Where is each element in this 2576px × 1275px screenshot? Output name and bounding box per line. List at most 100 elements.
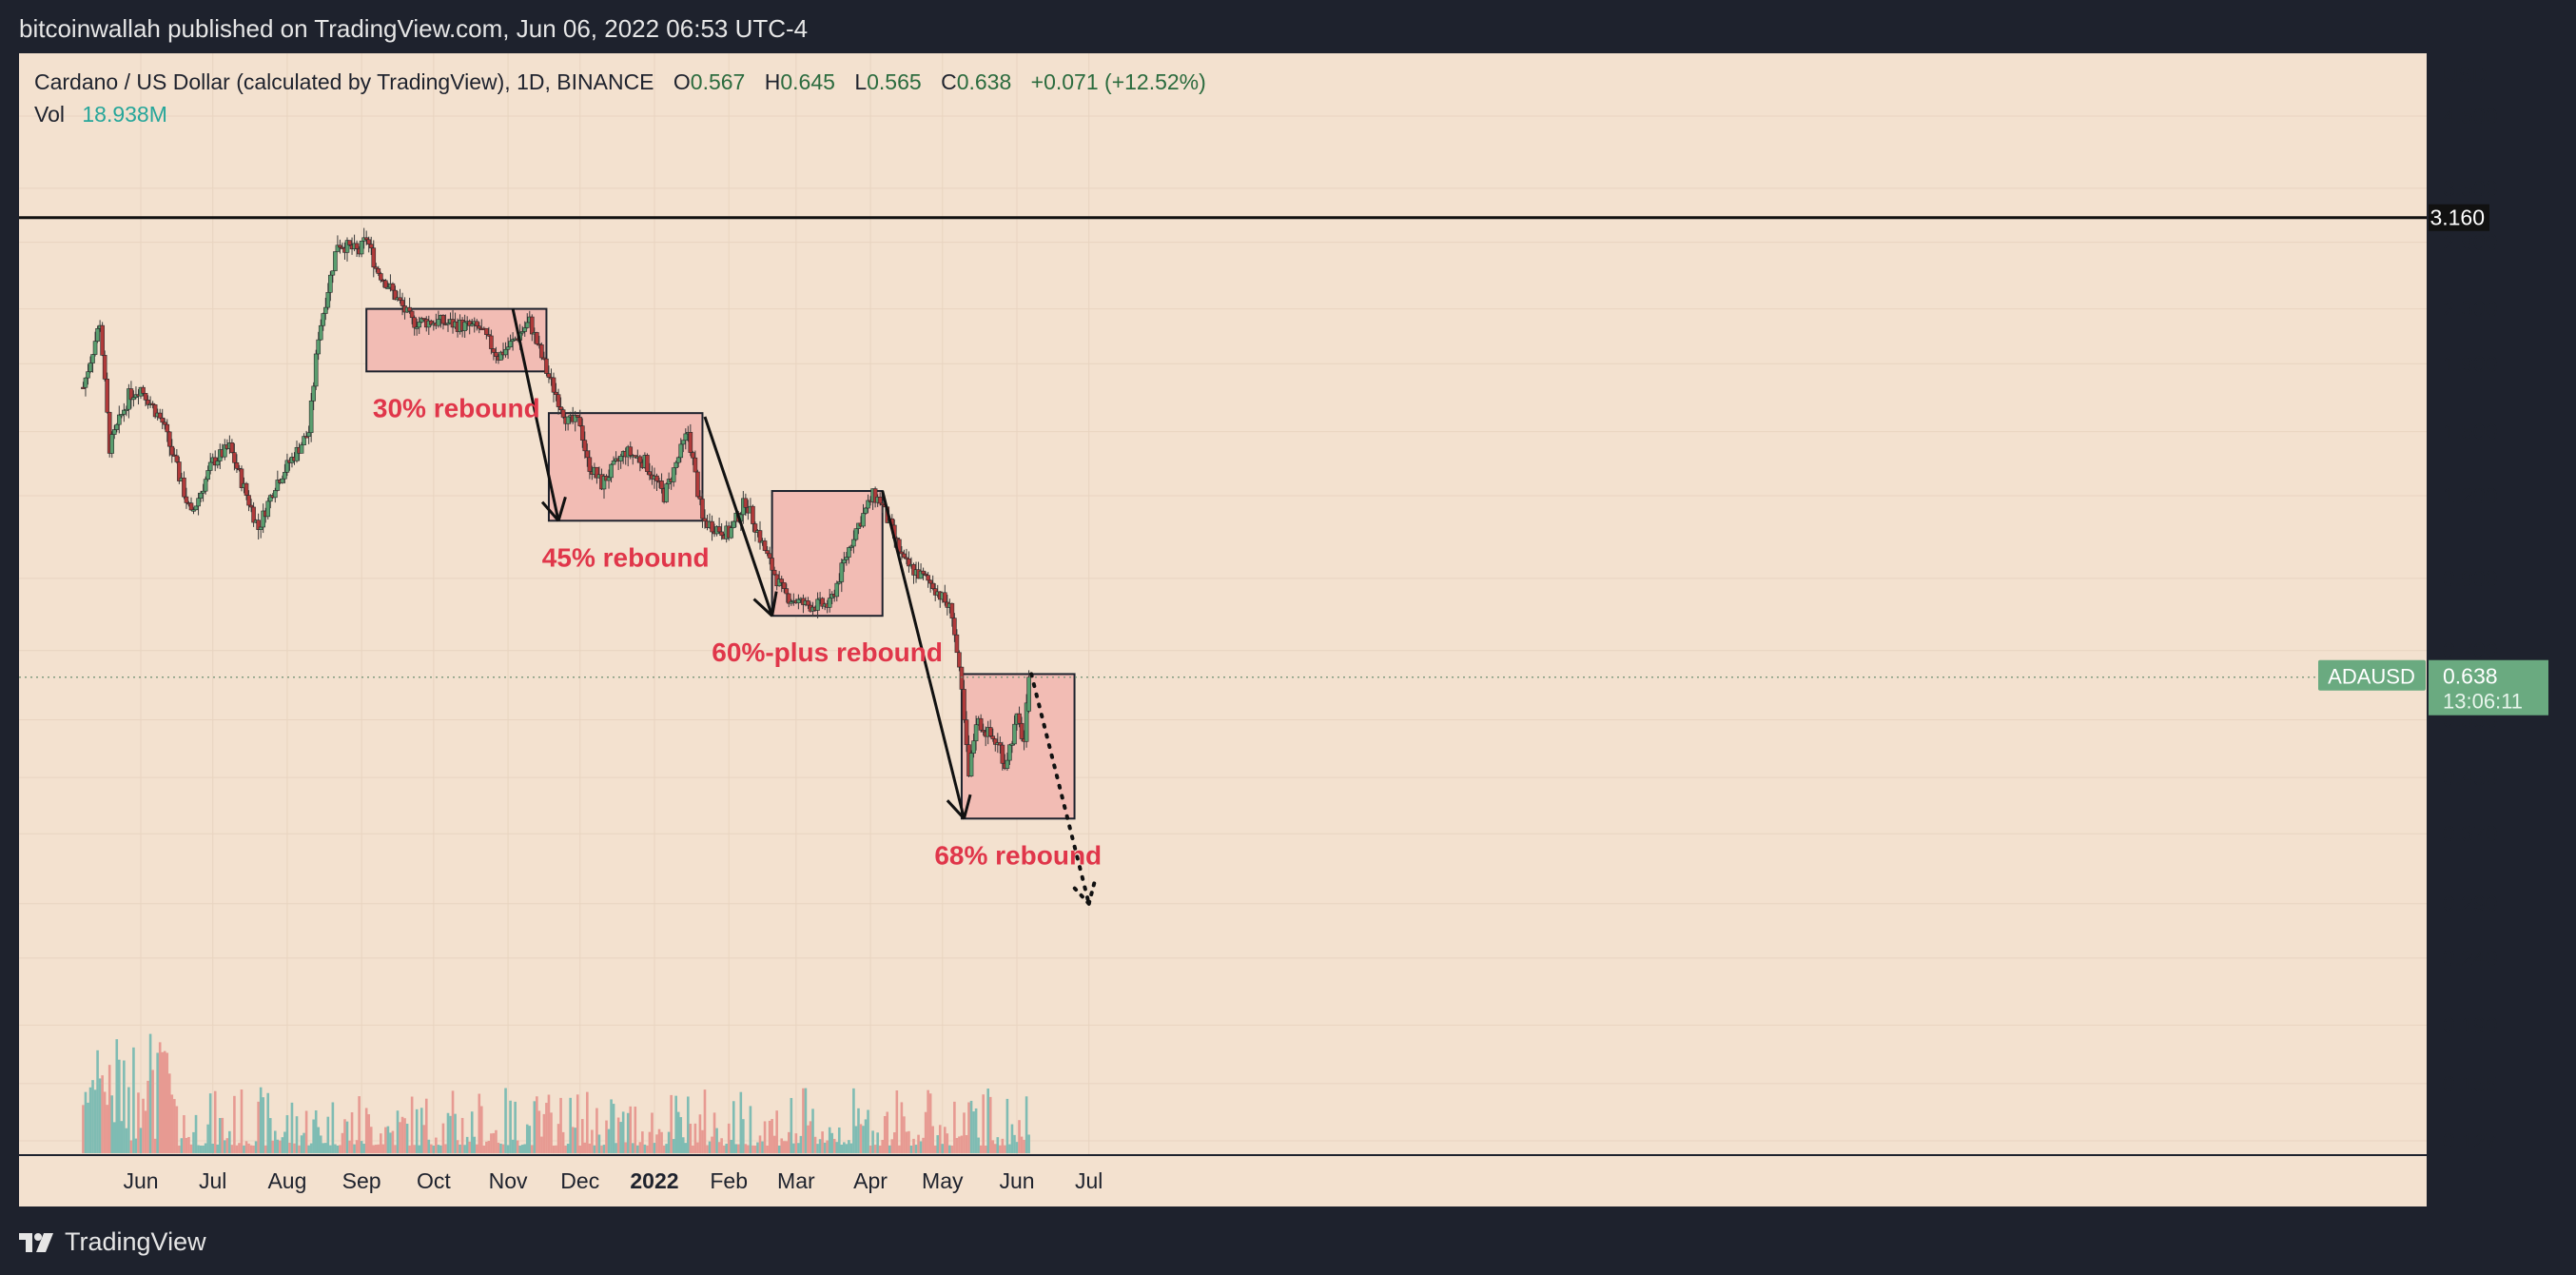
volume-bar: [696, 1142, 699, 1153]
volume-bar: [768, 1120, 771, 1153]
volume-bar: [514, 1101, 517, 1153]
volume-bar: [290, 1102, 294, 1153]
volume-bar: [271, 1140, 275, 1153]
candle-body: [256, 520, 261, 530]
volume-bar: [528, 1126, 532, 1153]
volume-bar: [288, 1142, 291, 1153]
volume-bar: [96, 1049, 99, 1153]
candle-body: [683, 433, 689, 441]
arrow-head: [963, 794, 972, 819]
volume-bar: [506, 1145, 510, 1153]
candle-body: [119, 414, 125, 417]
volume-bar: [583, 1142, 587, 1153]
volume-bar: [917, 1134, 920, 1153]
volume-bar: [91, 1080, 94, 1153]
brand-name: TradingView: [65, 1227, 206, 1256]
volume-bar: [304, 1110, 308, 1153]
chart-pane[interactable]: [19, 53, 2428, 1206]
volume-bar: [520, 1145, 524, 1153]
volume-bar: [580, 1119, 584, 1153]
volume-bar: [117, 1059, 121, 1153]
candle-body: [633, 455, 638, 458]
candle-body: [844, 557, 849, 560]
volume-bar: [958, 1136, 961, 1153]
candle-body: [150, 402, 155, 405]
candle-body: [719, 531, 724, 537]
volume-bar: [938, 1125, 942, 1153]
volume-bar: [187, 1136, 190, 1153]
volume-bar: [792, 1143, 795, 1153]
candle-body: [86, 371, 90, 379]
volume-bar: [960, 1135, 964, 1153]
candle-body: [313, 353, 319, 387]
candle-body: [379, 273, 383, 281]
arrow-head: [1086, 877, 1098, 906]
candle-body: [275, 480, 281, 491]
volume-bar: [495, 1129, 498, 1153]
volume-bar: [307, 1145, 310, 1153]
candle-body: [688, 432, 693, 453]
volume-bar: [569, 1097, 572, 1153]
volume-bar: [343, 1119, 346, 1153]
volume-bar: [384, 1127, 387, 1153]
candle-body: [618, 456, 623, 461]
rebound-box: [547, 412, 704, 522]
tradingview-brand[interactable]: TradingView: [17, 1227, 206, 1257]
volume-bar: [542, 1113, 546, 1153]
price-tick-label: 0.700: [2443, 638, 2498, 663]
volume-bar: [648, 1131, 652, 1153]
rebound-label: 60%-plus rebound: [712, 638, 943, 667]
volume-bar: [396, 1110, 400, 1153]
time-tick-label: 2022: [630, 1168, 678, 1193]
volume-bar: [634, 1107, 637, 1153]
time-tick-label: Aug: [267, 1168, 306, 1193]
volume-bar: [360, 1141, 363, 1153]
arrow-head: [1070, 883, 1091, 906]
candle-body: [757, 530, 763, 543]
volume-bar: [345, 1121, 349, 1153]
volume-bar: [849, 1143, 853, 1153]
volume-bar: [194, 1114, 198, 1153]
candle-body: [196, 498, 201, 507]
symbol-tag: [2318, 659, 2426, 691]
candle-body: [573, 415, 578, 422]
volume-bar: [626, 1112, 630, 1153]
volume-bar: [857, 1108, 860, 1153]
volume-bar: [763, 1121, 767, 1153]
candle-body: [335, 245, 341, 252]
volume-bar: [903, 1116, 906, 1153]
volume-bar: [180, 1138, 184, 1153]
volume-bar: [797, 1143, 800, 1153]
candle-body: [781, 581, 787, 589]
price-axis[interactable]: 4.500 3.500 2.900 2.300 1.900 1.500 1.200 0.900…: [2443, 104, 2498, 1153]
candle-body: [160, 417, 166, 423]
volume-bar: [115, 1039, 119, 1153]
candle-body: [393, 289, 398, 301]
volume-bar: [394, 1145, 397, 1153]
legend-h-label: H: [765, 69, 781, 94]
candle-body: [524, 322, 530, 328]
volume-bar: [536, 1096, 538, 1153]
volume-bar: [249, 1145, 253, 1153]
volume-bar: [732, 1101, 735, 1153]
trend-arrow: [1029, 672, 1091, 906]
volume-bar: [348, 1140, 351, 1153]
candle-body: [770, 558, 774, 571]
candle-body: [248, 504, 254, 508]
rebound-label: 68% rebound: [934, 840, 1102, 870]
volume-bar: [285, 1115, 289, 1153]
candle-body: [366, 239, 372, 245]
candle-body: [827, 598, 832, 608]
time-axis[interactable]: Jun Jul Aug Sep Oct Nov Dec 2022 Feb Mar Apr May Jun…: [123, 1168, 1103, 1193]
candle-body: [157, 412, 163, 419]
candle-body: [359, 240, 364, 255]
volume-bar: [156, 1052, 159, 1153]
candle-body: [417, 322, 422, 328]
volume-bar: [312, 1119, 315, 1153]
candle-body: [645, 455, 650, 473]
candle-body: [299, 444, 304, 454]
volume-bar: [362, 1144, 365, 1153]
candle-body: [659, 481, 664, 489]
volume-bar: [432, 1145, 436, 1153]
